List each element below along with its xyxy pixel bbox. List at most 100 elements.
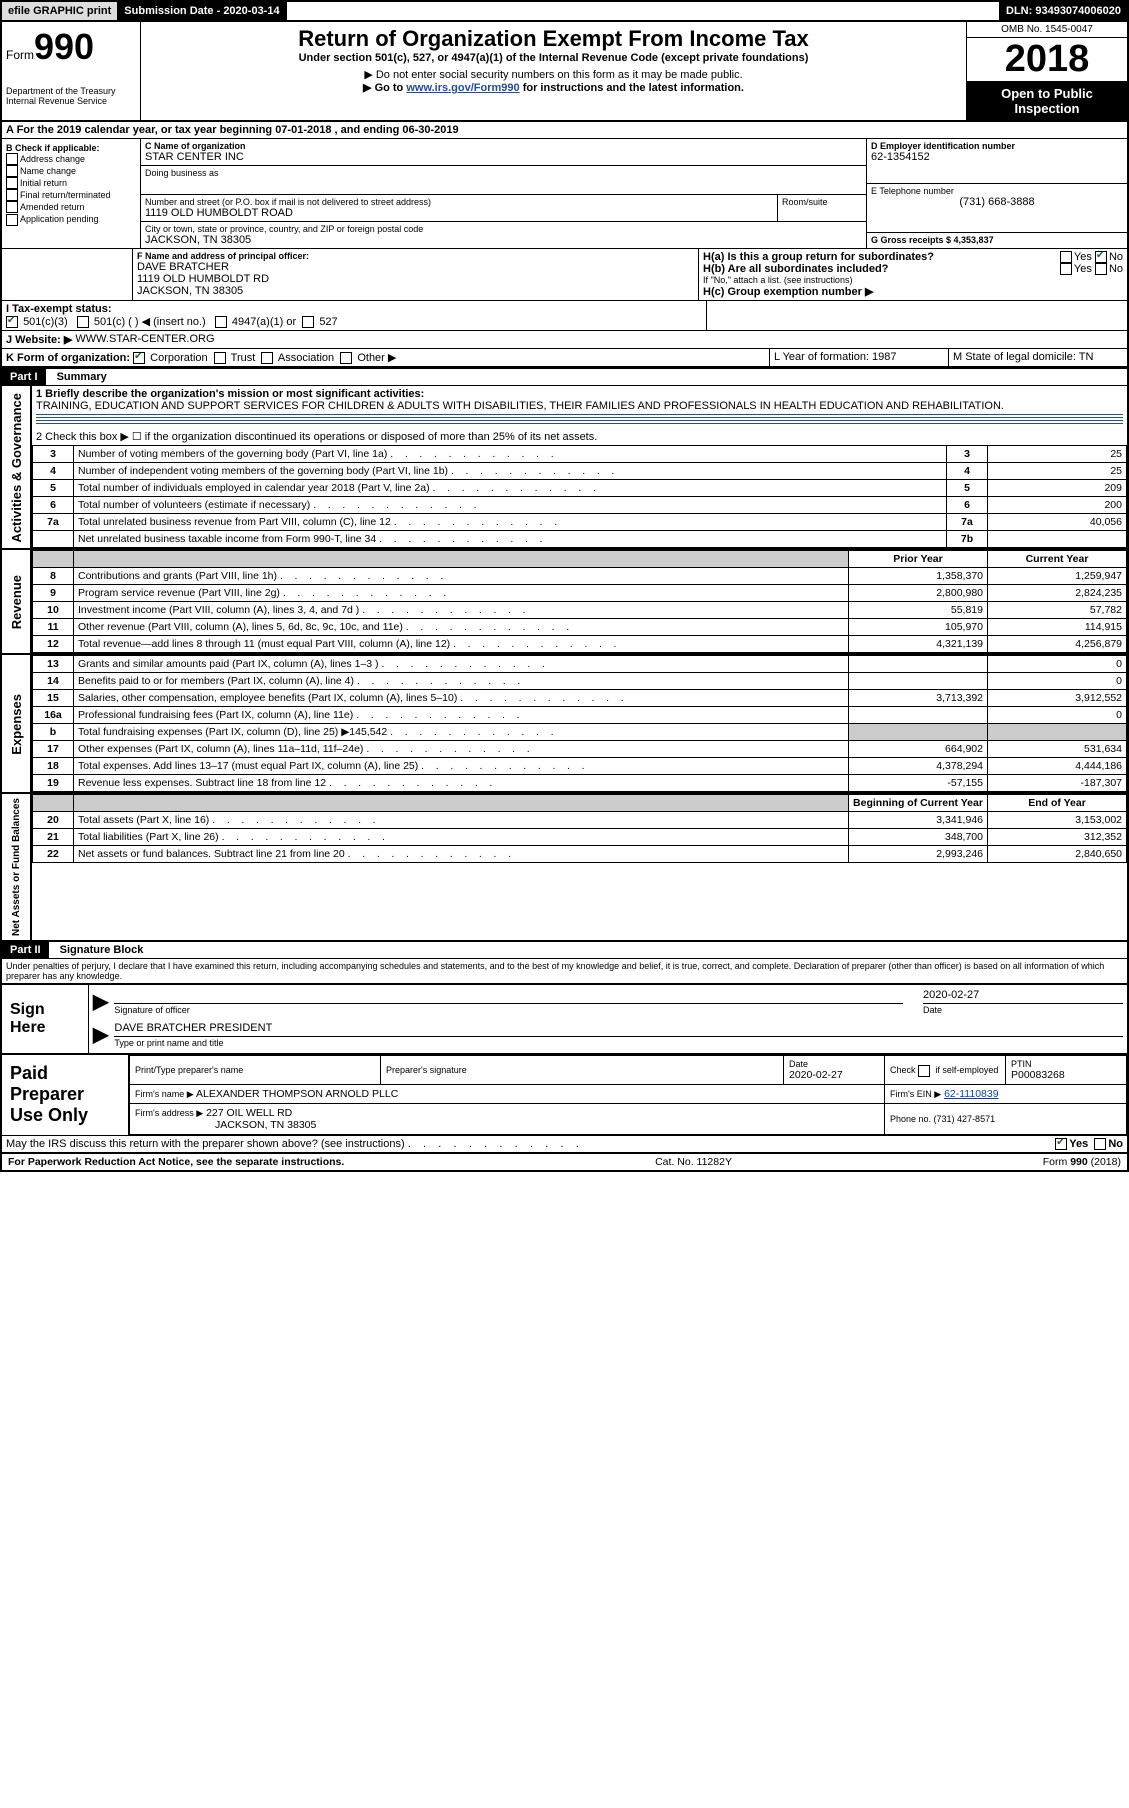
efile-print-button[interactable]: efile GRAPHIC print xyxy=(2,2,118,20)
table-header-row: Beginning of Current Year End of Year xyxy=(33,795,1127,812)
chk-address-change[interactable] xyxy=(6,153,18,165)
table-row: 18 Total expenses. Add lines 13–17 (must… xyxy=(33,758,1127,775)
opt-501c3: 501(c)(3) xyxy=(23,316,68,328)
table-row: 4 Number of independent voting members o… xyxy=(33,463,1127,480)
row-value: 209 xyxy=(988,480,1127,497)
header-middle: Return of Organization Exempt From Incom… xyxy=(141,22,966,120)
ptin-label: PTIN xyxy=(1011,1059,1121,1069)
cell-prior-year: -57,155 xyxy=(849,775,988,792)
box-b: B Check if applicable: Address change Na… xyxy=(2,139,141,248)
side-revenue-label: Revenue xyxy=(7,571,26,633)
chk-527[interactable] xyxy=(302,316,314,328)
chk-trust[interactable] xyxy=(214,352,226,364)
expenses-block: Expenses 13 Grants and similar amounts p… xyxy=(2,653,1127,792)
chk-amended[interactable] xyxy=(6,201,18,213)
chk-initial-return[interactable] xyxy=(6,177,18,189)
table-row: 3 Number of voting members of the govern… xyxy=(33,446,1127,463)
table-row: 9 Program service revenue (Part VIII, li… xyxy=(33,585,1127,602)
irs-link[interactable]: www.irs.gov/Form990 xyxy=(406,82,519,94)
row-num: 11 xyxy=(33,619,74,636)
governance-table: 3 Number of voting members of the govern… xyxy=(32,445,1127,548)
prep-self-emp: if self-employed xyxy=(935,1065,998,1075)
opt-trust: Trust xyxy=(231,352,256,364)
room-label: Room/suite xyxy=(782,197,862,207)
row-text: Total unrelated business revenue from Pa… xyxy=(74,514,947,531)
cell-current-year: 0 xyxy=(988,656,1127,673)
chk-discuss-yes[interactable] xyxy=(1055,1138,1067,1150)
signature-field[interactable] xyxy=(114,989,903,1004)
table-row: 13 Grants and similar amounts paid (Part… xyxy=(33,656,1127,673)
row-box: 4 xyxy=(947,463,988,480)
side-netassets-label: Net Assets or Fund Balances xyxy=(9,794,24,940)
arrow-icon: ▶ xyxy=(93,989,108,1016)
row-value: 200 xyxy=(988,497,1127,514)
website-label: J Website: ▶ xyxy=(6,333,72,346)
firm-phone: Phone no. (731) 427-8571 xyxy=(890,1114,995,1124)
box-b-label: B Check if applicable: xyxy=(6,143,136,153)
chk-ha-no[interactable] xyxy=(1095,251,1107,263)
cell-current-year: 3,912,552 xyxy=(988,690,1127,707)
chk-name-change[interactable] xyxy=(6,165,18,177)
section-b-c-d: B Check if applicable: Address change Na… xyxy=(2,139,1127,249)
table-row: 14 Benefits paid to or for members (Part… xyxy=(33,673,1127,690)
org-name: STAR CENTER INC xyxy=(145,151,862,163)
chk-self-employed[interactable] xyxy=(918,1065,930,1077)
box-c: C Name of organization STAR CENTER INC D… xyxy=(141,139,866,248)
part-2-header: Part II Signature Block xyxy=(2,940,1127,959)
row-text: Professional fundraising fees (Part IX, … xyxy=(74,707,849,724)
prep-check-label: Check xyxy=(890,1065,916,1075)
cell-current-year: 3,153,002 xyxy=(988,812,1127,829)
chk-pending[interactable] xyxy=(6,214,18,226)
chk-501c3[interactable] xyxy=(6,316,18,328)
discuss-row: May the IRS discuss this return with the… xyxy=(2,1135,1127,1153)
row-box: 7b xyxy=(947,531,988,548)
section-i: I Tax-exempt status: 501(c)(3) 501(c) ( … xyxy=(2,301,1127,331)
chk-4947[interactable] xyxy=(215,316,227,328)
part-2-title: Signature Block xyxy=(52,944,144,956)
table-header-row: Prior Year Current Year xyxy=(33,551,1127,568)
row-text: Program service revenue (Part VIII, line… xyxy=(74,585,849,602)
opt-final-return: Final return/terminated xyxy=(20,190,111,200)
hb-note: If "No," attach a list. (see instruction… xyxy=(703,275,1123,285)
table-row: 8 Contributions and grants (Part VIII, l… xyxy=(33,568,1127,585)
row-num: 22 xyxy=(33,846,74,863)
table-row: 6 Total number of volunteers (estimate i… xyxy=(33,497,1127,514)
top-bar: efile GRAPHIC print Submission Date - 20… xyxy=(2,2,1127,22)
cell-current-year: 2,840,650 xyxy=(988,846,1127,863)
row-value xyxy=(988,531,1127,548)
col-prior: Beginning of Current Year xyxy=(849,795,988,812)
chk-hb-no[interactable] xyxy=(1095,263,1107,275)
cell-shaded xyxy=(849,724,988,741)
row-num: 20 xyxy=(33,812,74,829)
form-subtitle: Under section 501(c), 527, or 4947(a)(1)… xyxy=(145,52,962,64)
chk-corp[interactable] xyxy=(133,352,145,364)
mission-line-4 xyxy=(36,423,1123,424)
street-value: 1119 OLD HUMBOLDT ROAD xyxy=(145,207,773,219)
chk-hb-yes[interactable] xyxy=(1060,263,1072,275)
table-row: 7a Total unrelated business revenue from… xyxy=(33,514,1127,531)
col-prior: Prior Year xyxy=(849,551,988,568)
table-row: Net unrelated business taxable income fr… xyxy=(33,531,1127,548)
cell-current-year: 4,256,879 xyxy=(988,636,1127,653)
row-value: 25 xyxy=(988,463,1127,480)
chk-discuss-no[interactable] xyxy=(1094,1138,1106,1150)
hb-label: H(b) Are all subordinates included? xyxy=(703,263,888,275)
sign-fields: ▶ Signature of officer 2020-02-27 Date ▶… xyxy=(89,985,1127,1053)
line-k-label: K Form of organization: xyxy=(6,352,130,364)
officer-name: DAVE BRATCHER xyxy=(137,261,694,273)
chk-assoc[interactable] xyxy=(261,352,273,364)
opt-assoc: Association xyxy=(278,352,334,364)
chk-other[interactable] xyxy=(340,352,352,364)
firm-ein-link[interactable]: 62-1110839 xyxy=(944,1088,999,1100)
dept-treasury: Department of the Treasury xyxy=(6,86,136,96)
chk-ha-yes[interactable] xyxy=(1060,251,1072,263)
cell-shaded xyxy=(988,724,1127,741)
row-num: 6 xyxy=(33,497,74,514)
chk-final-return[interactable] xyxy=(6,189,18,201)
row-text: Other expenses (Part IX, column (A), lin… xyxy=(74,741,849,758)
cell-current-year: 531,634 xyxy=(988,741,1127,758)
cell-prior-year: 3,713,392 xyxy=(849,690,988,707)
row-text: Contributions and grants (Part VIII, lin… xyxy=(74,568,849,585)
table-row: 11 Other revenue (Part VIII, column (A),… xyxy=(33,619,1127,636)
chk-501c[interactable] xyxy=(77,316,89,328)
